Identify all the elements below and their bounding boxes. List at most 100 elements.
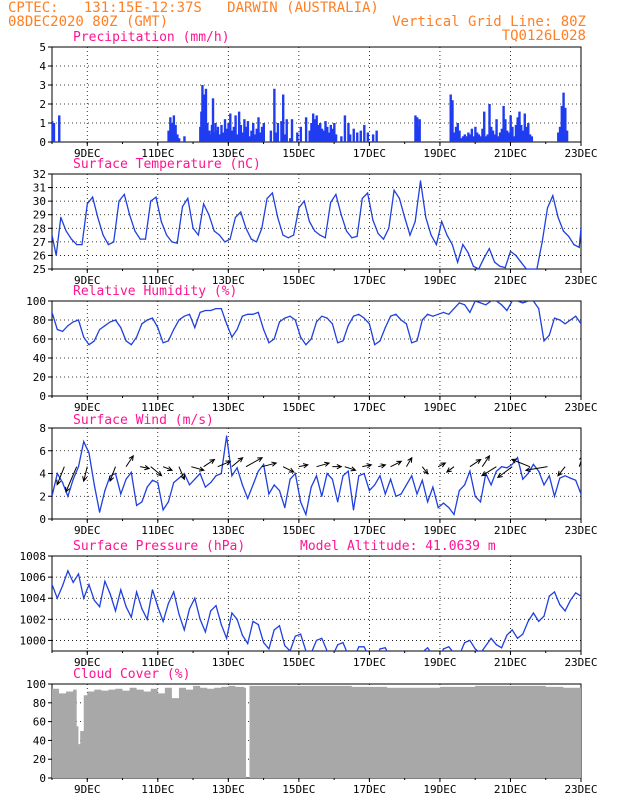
series-point — [60, 216, 62, 218]
precip-bar — [52, 123, 56, 142]
x-tick-label: 9DEC — [74, 656, 101, 669]
series-point — [178, 319, 180, 321]
series-point — [331, 323, 333, 325]
precip-bar — [269, 130, 273, 142]
series-point — [141, 608, 143, 610]
precip-bar — [558, 126, 562, 142]
series-point — [315, 475, 318, 477]
y-tick-label: 26 — [33, 249, 46, 262]
precip-bar — [202, 94, 206, 142]
series-point — [83, 336, 85, 338]
series-point — [395, 495, 397, 497]
series-point — [215, 308, 217, 310]
cloud-cover-area — [52, 685, 581, 778]
series-point — [104, 325, 106, 327]
series-point — [541, 241, 543, 243]
x-tick-label: 15DEC — [282, 524, 315, 537]
series-point — [109, 593, 111, 595]
x-tick-label: 15DEC — [282, 656, 315, 669]
wind-arrow — [510, 458, 531, 468]
panel-title: Precipitation (mm/h) — [73, 30, 230, 45]
precip-bar — [467, 132, 470, 142]
series-point — [538, 308, 540, 310]
x-tick-label: 23DEC — [564, 783, 597, 796]
precip-bar — [252, 123, 255, 142]
x-tick-label: 15DEC — [282, 147, 315, 160]
series-point — [352, 509, 355, 511]
precip-bar — [331, 128, 334, 142]
series-point — [527, 301, 529, 302]
series-point — [114, 610, 117, 612]
series-point — [88, 344, 90, 346]
precip-bar — [241, 132, 244, 142]
series-point — [266, 197, 268, 199]
wind-arrow — [481, 454, 491, 467]
precip-bar — [347, 123, 350, 142]
series-point — [347, 470, 349, 472]
panel-title: Surface Temperature (nC) — [73, 157, 261, 172]
precip-bar — [208, 130, 211, 142]
series-point — [321, 637, 323, 639]
y-tick-label: 5 — [39, 41, 46, 54]
precip-bar — [52, 121, 54, 142]
precip-bar — [475, 132, 479, 142]
series-point — [427, 647, 429, 649]
series-point — [516, 301, 519, 302]
series-point — [83, 597, 85, 599]
series-point — [263, 463, 265, 465]
series-point — [356, 235, 358, 237]
precip-bar — [239, 124, 243, 142]
series-point — [176, 242, 178, 244]
series-point — [234, 216, 236, 218]
precip-bar — [296, 132, 299, 142]
series-point — [72, 581, 74, 584]
precip-bar — [418, 119, 421, 142]
series-point — [522, 633, 524, 635]
x-tick-label: 9DEC — [74, 401, 101, 414]
precip-bar — [174, 124, 177, 142]
series-point — [441, 220, 443, 223]
y-tick-label: 2 — [39, 98, 46, 111]
x-tick-label: 11DEC — [141, 524, 174, 537]
series-point — [199, 311, 201, 313]
wind-arrow — [524, 466, 548, 473]
series-point — [220, 472, 222, 475]
wind-arrow — [480, 466, 497, 477]
series-point — [446, 234, 448, 236]
series-point — [252, 313, 254, 315]
precip-bar — [460, 138, 463, 142]
precip-bar — [285, 119, 288, 142]
series-point — [511, 629, 513, 631]
series-point — [215, 475, 217, 477]
series-point — [194, 478, 196, 480]
series-point — [453, 513, 455, 516]
series-point — [67, 570, 69, 572]
x-tick-label: 17DEC — [353, 274, 386, 287]
series-point — [77, 319, 80, 321]
series-point — [543, 340, 545, 342]
series-point — [335, 193, 337, 195]
series-point — [568, 235, 570, 237]
series-point — [453, 308, 455, 310]
precip-bar — [211, 98, 215, 142]
precip-bar — [201, 85, 204, 142]
series-point — [155, 196, 157, 198]
x-tick-label: 23DEC — [564, 401, 597, 414]
series-point — [157, 482, 159, 484]
x-tick-label: 19DEC — [423, 147, 456, 160]
series-point — [342, 642, 344, 644]
series-point — [367, 192, 369, 194]
y-tick-label: 0 — [39, 513, 46, 526]
series-point — [167, 501, 169, 503]
y-tick-label: 25 — [33, 263, 46, 276]
panel-plot-area — [52, 685, 581, 778]
series-point — [564, 323, 566, 325]
precip-bar — [223, 119, 227, 142]
series-point — [564, 475, 566, 477]
series-point — [384, 647, 386, 649]
series-point — [538, 620, 540, 623]
x-tick-label: 11DEC — [141, 401, 174, 414]
series-point — [210, 482, 212, 484]
precip-bar — [283, 134, 287, 142]
series-point — [501, 304, 503, 306]
